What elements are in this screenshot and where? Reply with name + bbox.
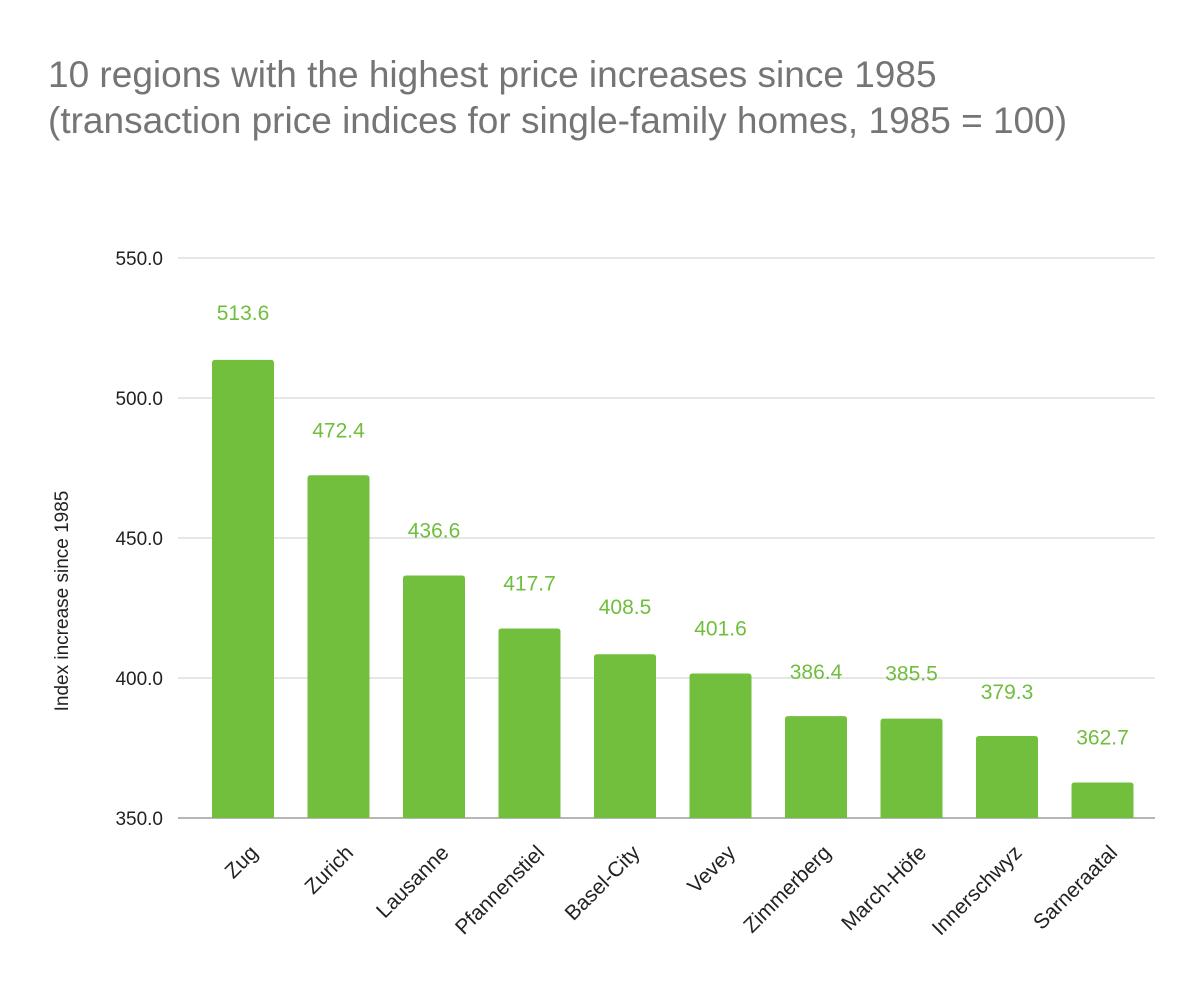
y-tick-label: 550.0 xyxy=(115,249,163,270)
y-tick-label: 400.0 xyxy=(115,669,163,690)
bar xyxy=(594,654,656,818)
x-category-label: Basel-City xyxy=(561,841,645,925)
x-category-label: Zug xyxy=(221,841,263,883)
x-category-label: Sarneraatal xyxy=(1029,841,1122,934)
data-label: 386.4 xyxy=(790,661,843,684)
data-label: 513.6 xyxy=(217,302,270,325)
bar xyxy=(880,718,943,818)
chart-subtitle: (transaction price indices for single-fa… xyxy=(48,100,1068,141)
bar xyxy=(403,575,465,818)
y-tick-label: 500.0 xyxy=(115,389,163,410)
data-label: 436.6 xyxy=(408,520,461,543)
bar xyxy=(689,673,752,818)
bar xyxy=(1071,782,1134,818)
y-axis-title: Index increase since 1985 xyxy=(52,491,73,712)
chart-title-line: 10 regions with the highest price increa… xyxy=(48,54,937,95)
data-label: 408.5 xyxy=(599,596,652,619)
data-labels: 513.6 472.4 436.6 417.7 408.5 401.6 386.4 385.5… xyxy=(217,302,1129,750)
data-label: 379.3 xyxy=(981,681,1034,704)
x-category-label: Lausanne xyxy=(372,841,454,923)
data-label: 417.7 xyxy=(503,572,556,595)
bar xyxy=(307,475,370,818)
x-category-label: March-Höfe xyxy=(837,841,931,935)
data-label: 472.4 xyxy=(312,419,365,442)
bar xyxy=(976,735,1038,818)
x-category-label: Pfannenstiel xyxy=(451,841,549,939)
y-axis-ticks: 350.0 400.0 450.0 500.0 550.0 xyxy=(115,249,163,830)
x-category-label: Innerschwyz xyxy=(928,841,1027,940)
bar xyxy=(212,359,274,818)
data-label: 385.5 xyxy=(885,663,938,686)
bar xyxy=(498,628,561,818)
bars xyxy=(212,359,1134,818)
x-category-label: Zurich xyxy=(301,841,359,899)
y-tick-label: 450.0 xyxy=(115,529,163,550)
data-label: 401.6 xyxy=(694,618,747,641)
bar xyxy=(785,716,847,818)
x-category-label: Vevey xyxy=(683,841,740,898)
data-label: 362.7 xyxy=(1076,726,1129,749)
chart-title: 10 regions with the highest price increa… xyxy=(48,52,1067,144)
x-category-label: Zimmerberg xyxy=(739,841,835,937)
y-tick-label: 350.0 xyxy=(115,809,163,830)
